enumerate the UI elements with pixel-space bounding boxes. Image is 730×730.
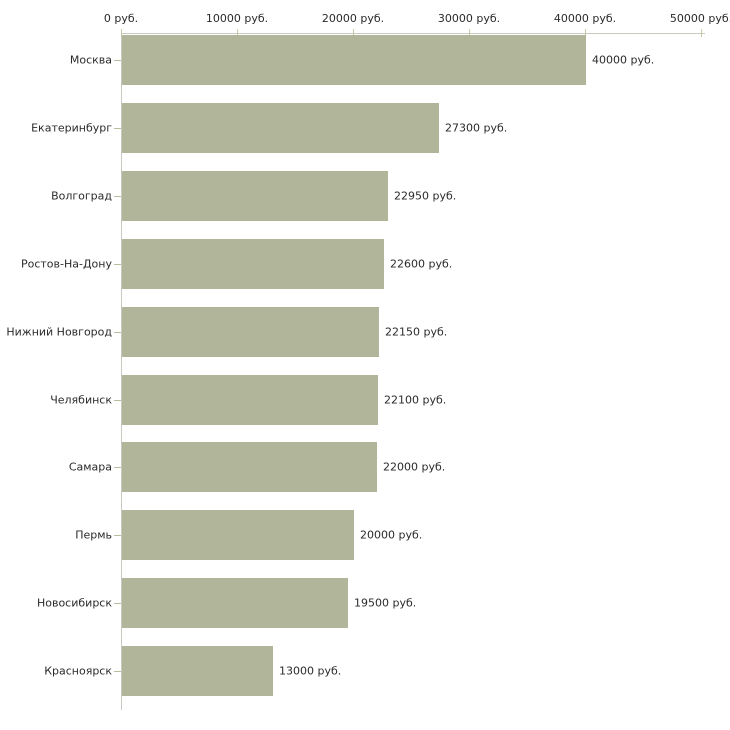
category-label: Красноярск — [44, 664, 112, 678]
value-axis-tick-label: 50000 руб. — [669, 12, 730, 25]
bar-value-label: 22600 руб. — [390, 257, 453, 271]
bar-value-label: 13000 руб. — [279, 664, 342, 678]
bar-value-label: 22000 руб. — [383, 460, 446, 474]
value-axis-tick-label: 30000 руб. — [437, 12, 501, 25]
category-label: Нижний Новгород — [6, 325, 112, 339]
value-axis-tick-label: 10000 руб. — [205, 12, 269, 25]
category-tick-mark — [114, 128, 121, 129]
value-axis-tick-label: 20000 руб. — [321, 12, 385, 25]
category-label: Челябинск — [50, 393, 112, 406]
category-label: Ростов-На-Дону — [20, 257, 112, 271]
value-axis-tick-mark — [585, 29, 586, 37]
category-label: Москва — [69, 53, 112, 67]
bar — [122, 510, 354, 560]
bar — [122, 375, 378, 425]
bar-value-label: 22150 руб. — [385, 325, 448, 339]
bar — [122, 239, 384, 289]
bar-value-label: 27300 руб. — [445, 121, 508, 135]
category-tick-mark — [114, 196, 121, 197]
category-label: Новосибирск — [36, 596, 112, 610]
value-axis-tick-label: 40000 руб. — [553, 12, 617, 25]
value-axis-tick-mark — [237, 29, 238, 37]
category-label: Самара — [68, 460, 112, 474]
category-tick-mark — [114, 400, 121, 401]
category-axis-line — [121, 33, 122, 710]
bar — [122, 171, 388, 221]
value-axis-line — [121, 33, 705, 34]
category-label: Екатеринбург — [31, 121, 112, 135]
value-axis-tick-mark — [353, 29, 354, 37]
bar-value-label: 22950 руб. — [394, 189, 457, 203]
category-label: Пермь — [75, 528, 112, 542]
bar — [122, 578, 348, 628]
category-tick-mark — [114, 332, 121, 333]
category-tick-mark — [114, 603, 121, 604]
bar — [122, 646, 273, 696]
category-tick-mark — [114, 671, 121, 672]
category-tick-mark — [114, 467, 121, 468]
value-axis-tick-label: 0 руб. — [103, 12, 139, 25]
value-axis-tick-mark — [121, 29, 122, 37]
value-axis-tick-mark — [701, 29, 702, 37]
value-axis-tick-mark — [469, 29, 470, 37]
bar-value-label: 22100 руб. — [384, 393, 447, 406]
bar — [122, 103, 439, 153]
category-tick-mark — [114, 264, 121, 265]
bar-value-label: 20000 руб. — [360, 528, 423, 542]
category-label: Волгоград — [51, 189, 112, 203]
bar — [122, 442, 377, 492]
category-tick-mark — [114, 535, 121, 536]
bar-value-label: 19500 руб. — [354, 596, 417, 610]
category-tick-mark — [114, 60, 121, 61]
bar-value-label: 40000 руб. — [592, 53, 655, 67]
bar — [122, 307, 379, 357]
bar — [122, 35, 586, 85]
